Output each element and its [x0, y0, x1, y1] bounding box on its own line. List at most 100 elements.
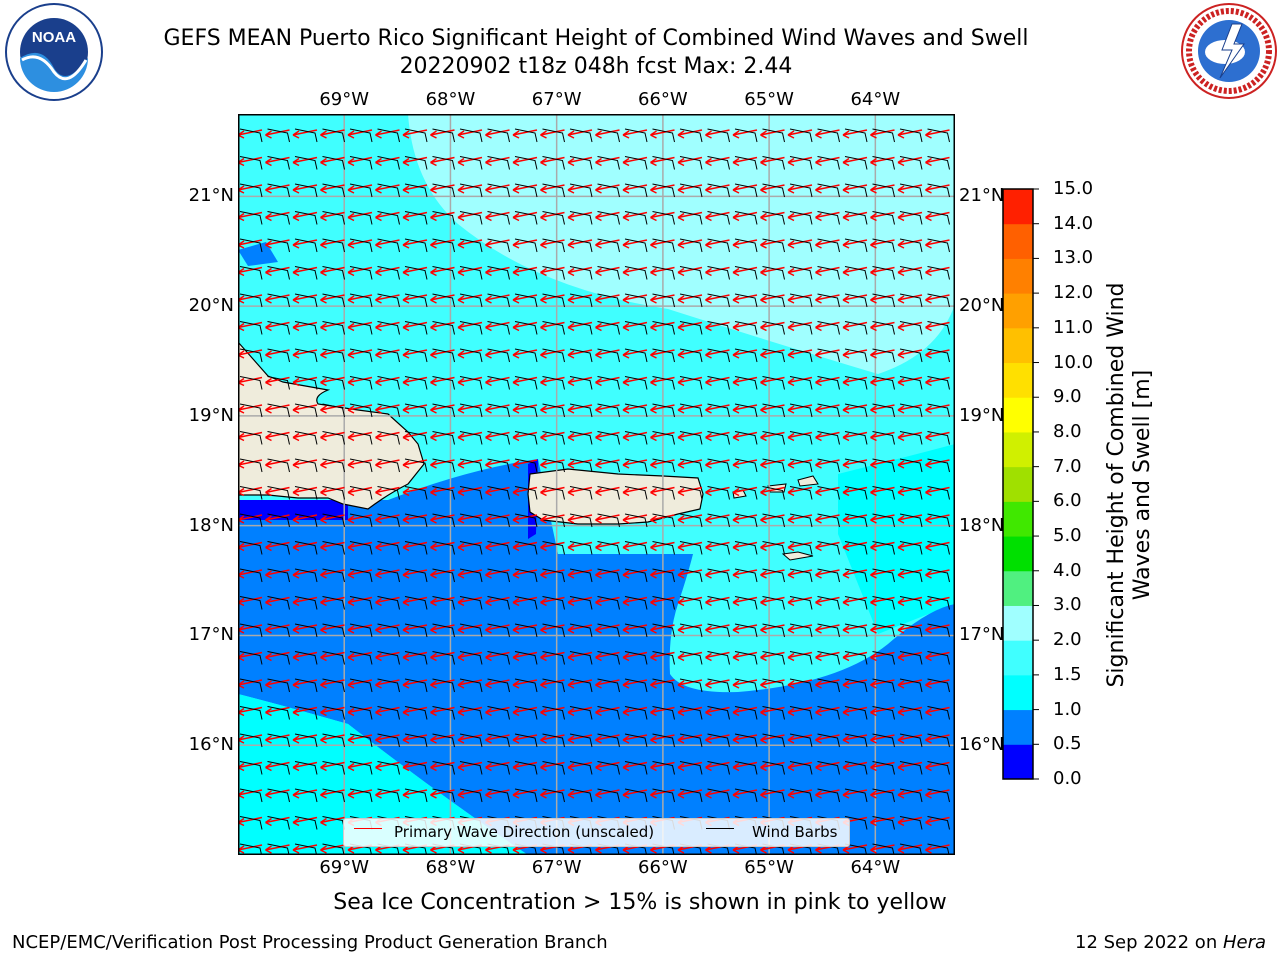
wave-direction-arrow [430, 239, 455, 249]
wind-barb [734, 761, 758, 775]
wind-barb [542, 431, 565, 445]
wind-barb [432, 183, 455, 198]
noaa-logo-icon: NOAA [5, 3, 103, 101]
wave-direction-arrow [787, 541, 813, 552]
colorbar-bin [1003, 431, 1033, 468]
wind-barb [542, 568, 565, 583]
wave-direction-arrow [320, 129, 345, 139]
wave-direction-arrow [760, 734, 785, 744]
wave-direction-arrow [705, 624, 730, 634]
wind-barb [239, 238, 263, 253]
wave-direction-arrow [540, 129, 565, 139]
wave-direction-arrow [897, 569, 923, 579]
wind-barb [294, 568, 318, 583]
wave-direction-arrow [457, 624, 483, 634]
wind-barb [899, 596, 923, 610]
wind-barb [569, 376, 593, 390]
wave-direction-arrow [870, 184, 895, 194]
wind-barb [652, 183, 675, 198]
wave-direction-arrow [815, 514, 840, 524]
wind-barb [569, 733, 593, 748]
wave-direction-arrow [402, 514, 428, 524]
wave-direction-arrow [677, 266, 703, 277]
wave-direction-arrow [760, 211, 785, 222]
wave-direction-arrow [705, 294, 730, 304]
wind-barb [569, 458, 593, 473]
wave-direction-arrow [292, 404, 318, 414]
wave-direction-arrow [292, 486, 318, 497]
wave-direction-arrow [897, 789, 923, 799]
wind-barb [294, 541, 318, 555]
wave-direction-arrow [430, 459, 455, 469]
wave-direction-arrow [760, 266, 785, 277]
wave-direction-arrow [347, 156, 373, 167]
wind-barb [294, 816, 318, 830]
wind-barb [789, 238, 813, 253]
wind-barb [487, 486, 510, 500]
wind-barb [597, 788, 620, 803]
wind-barb [404, 183, 428, 198]
wind-barb [432, 321, 455, 335]
sea-region-0_5-1-north [238, 242, 278, 266]
wave-direction-arrow [732, 541, 758, 552]
wave-direction-arrow [457, 706, 483, 717]
wind-barb [404, 486, 428, 500]
wind-barb [707, 568, 730, 583]
lat-tick-left: 19°N [188, 404, 234, 426]
wind-barb [349, 266, 373, 280]
wind-barb [679, 266, 703, 280]
wave-direction-arrow [622, 459, 648, 469]
wave-direction-arrow [622, 734, 648, 744]
wind-barb [707, 293, 730, 308]
wave-direction-arrow [567, 349, 593, 359]
wind-barb [762, 761, 785, 775]
wave-direction-arrow [925, 184, 950, 194]
wave-direction-arrow [265, 156, 290, 167]
wind-barb [267, 678, 290, 693]
wave-direction-arrow [787, 349, 813, 359]
wind-barb [899, 788, 923, 803]
wave-direction-arrow [595, 349, 620, 359]
wave-direction-arrow [650, 789, 675, 799]
wave-direction-arrow [595, 734, 620, 744]
wind-barb [267, 321, 290, 335]
wave-direction-arrow [567, 129, 593, 139]
sea-ice-note: Sea Ice Concentration > 15% is shown in … [333, 890, 947, 915]
wind-barb [349, 761, 373, 775]
wave-direction-arrow [705, 706, 730, 717]
wind-barb [624, 321, 648, 335]
wind-barb [349, 733, 373, 748]
wind-barb [487, 211, 510, 225]
wave-direction-arrow [430, 651, 455, 662]
wave-direction-arrow [870, 596, 895, 607]
wind-barb [377, 706, 400, 720]
wind-barb [899, 266, 923, 280]
wave-direction-arrow [870, 761, 895, 772]
wind-barb [872, 486, 895, 500]
wave-direction-arrow [485, 294, 510, 304]
wave-direction-arrow [540, 651, 565, 662]
wind-barb [239, 513, 263, 528]
wave-direction-arrow [402, 184, 428, 194]
wave-direction-arrow [485, 321, 510, 332]
wind-barb [267, 623, 290, 638]
wind-barb [872, 788, 895, 803]
wind-barb [927, 458, 950, 473]
colorbar-tick-label: 1.5 [1053, 663, 1082, 685]
wave-direction-arrow [842, 349, 868, 359]
wind-barb [624, 183, 648, 198]
wind-barb [349, 541, 373, 555]
wave-direction-arrow [925, 761, 950, 772]
wave-direction-arrow [732, 129, 758, 139]
wave-direction-arrow [457, 184, 483, 194]
wave-direction-arrow [732, 651, 758, 662]
wave-direction-arrow [430, 211, 455, 222]
wind-barb [377, 788, 400, 803]
wave-direction-arrow [347, 514, 373, 524]
wave-direction-arrow [677, 651, 703, 662]
wave-direction-arrow [540, 789, 565, 799]
wind-barb [459, 458, 483, 473]
lat-tick-right: 18°N [959, 514, 1005, 536]
wave-direction-arrow [870, 156, 895, 167]
wave-direction-arrow [292, 596, 318, 607]
